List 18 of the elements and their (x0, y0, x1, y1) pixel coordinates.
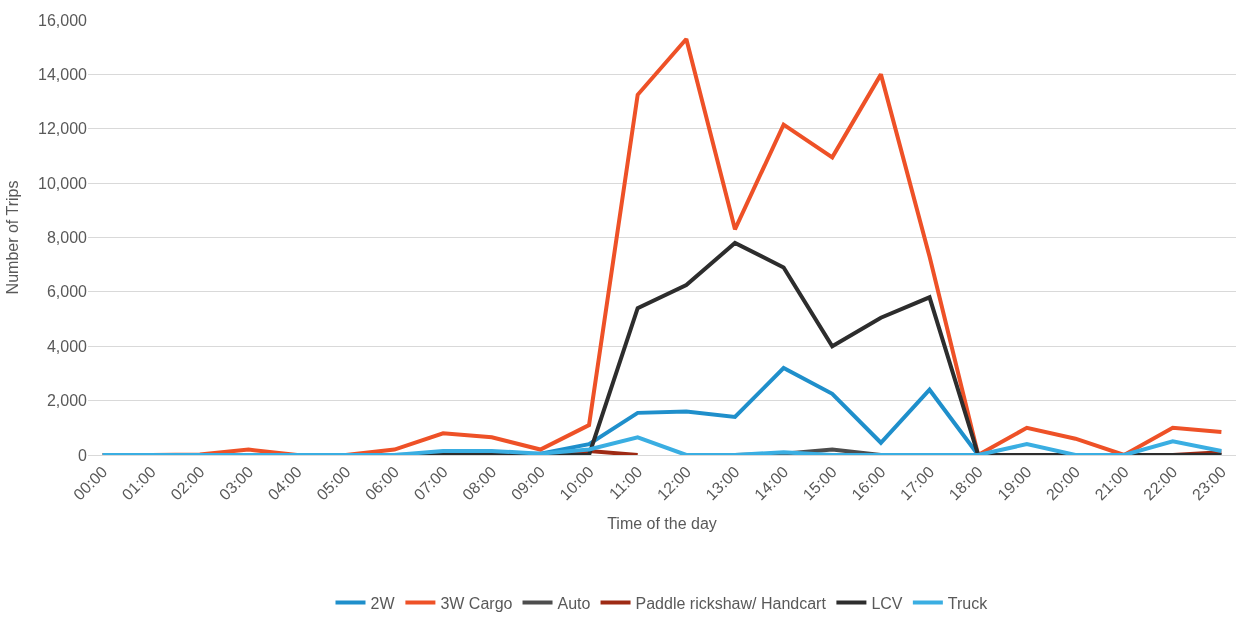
legend-label: Truck (947, 594, 989, 612)
x-axis-title: Time of the day (607, 515, 717, 532)
y-tick-label: 4,000 (46, 337, 88, 355)
y-tick-label: 14,000 (38, 65, 88, 83)
y-axis-title: Number of Trips (3, 180, 21, 295)
legend-label: Auto (557, 594, 591, 612)
y-tick-label: 12,000 (38, 120, 88, 138)
legend-label: 3W Cargo (440, 594, 513, 612)
legend-label: 2W (370, 594, 396, 612)
line-series (100, 435, 1224, 455)
legend-label: LCV (871, 594, 903, 612)
y-tick-label: 6,000 (46, 283, 88, 301)
y-tick-label: 10,000 (38, 174, 88, 192)
y-tick-label: 16,000 (38, 11, 88, 29)
y-tick-label: 2,000 (46, 392, 88, 410)
y-tick-label: 8,000 (46, 229, 88, 247)
legend-label: Paddle rickshaw/ Handcart (635, 594, 827, 612)
y-tick-label: 0 (78, 446, 88, 464)
